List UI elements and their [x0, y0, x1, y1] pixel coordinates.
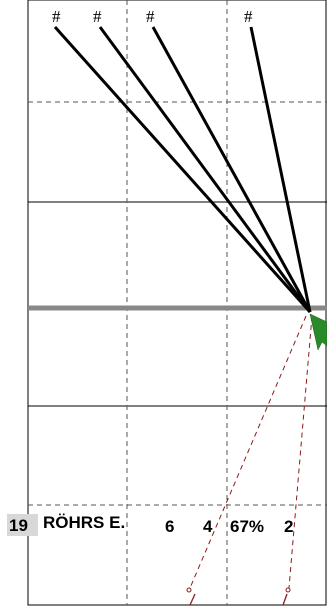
player-name: RÖHRS E. — [43, 513, 125, 532]
dashed-path — [189, 315, 307, 589]
stat-misses: 2 — [284, 517, 293, 536]
open-circle-icon — [285, 587, 291, 593]
hash-label: # — [93, 7, 102, 26]
shot-line — [53, 25, 312, 314]
open-circle-icon — [186, 587, 192, 593]
dashed-path — [288, 315, 313, 589]
green-arrow-marker-icon — [309, 313, 327, 351]
stat-percent: 67% — [230, 517, 264, 536]
hash-label: # — [146, 7, 155, 26]
path-tail — [189, 593, 196, 606]
stat-shots: 6 — [165, 517, 174, 536]
stat-goals: 4 — [203, 517, 213, 536]
shot-line — [98, 26, 312, 313]
frame-border — [27, 0, 327, 606]
hash-label: # — [244, 7, 253, 26]
hash-label: # — [52, 7, 61, 26]
path-tail — [282, 593, 288, 606]
player-number: 19 — [9, 516, 28, 535]
shot-line — [151, 26, 312, 313]
shot-line — [249, 26, 312, 313]
number-badge — [7, 514, 38, 536]
